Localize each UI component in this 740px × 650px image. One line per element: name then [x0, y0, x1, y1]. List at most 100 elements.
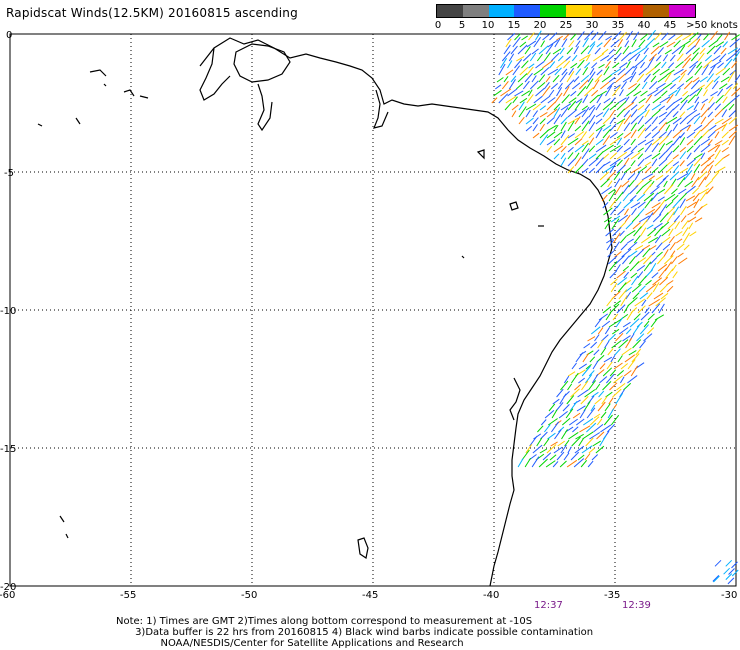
wind-barb: [510, 45, 518, 55]
wind-barb: [619, 31, 627, 41]
wind-barb: [574, 125, 582, 132]
wind-barb: [627, 375, 638, 384]
wind-barb: [645, 279, 652, 286]
wind-barb: [706, 73, 714, 83]
wind-barb: [693, 144, 701, 153]
wind-barb: [545, 76, 551, 83]
wind-barb: [731, 34, 740, 41]
scale-label: >50 knots: [686, 20, 738, 31]
wind-barb: [619, 235, 627, 244]
wind-barb: [680, 94, 690, 104]
wind-barb: [721, 131, 729, 139]
wind-barb: [574, 138, 583, 146]
wind-barb: [682, 57, 691, 69]
wind-barb: [623, 157, 630, 167]
wind-barb: [552, 461, 559, 468]
wind-barb: [628, 350, 637, 356]
island: [103, 83, 107, 87]
wind-barb: [612, 328, 620, 335]
wind-barb: [666, 69, 675, 76]
wind-barb: [704, 79, 714, 90]
scale-swatch: [565, 5, 592, 17]
wind-barb: [553, 107, 561, 118]
wind-barb: [669, 54, 676, 62]
wind-barb: [511, 104, 519, 111]
wind-barb: [631, 214, 640, 223]
wind-barb: [518, 106, 527, 118]
wind-barb: [651, 142, 660, 153]
wind-barb: [514, 58, 523, 69]
wind-barb: [613, 52, 622, 62]
wind-barb: [590, 326, 601, 335]
wind-barb: [671, 256, 678, 265]
wind-barb: [559, 460, 567, 468]
wind-barb: [669, 242, 676, 251]
wind-barb: [633, 235, 641, 244]
wind-barb: [679, 111, 686, 118]
wind-barb: [717, 34, 723, 41]
wind-barb: [663, 249, 669, 258]
wind-barb: [620, 52, 632, 62]
wind-barb: [606, 171, 616, 181]
wind-barb: [521, 90, 531, 97]
wind-barb: [694, 217, 703, 223]
wind-barb: [650, 318, 658, 328]
wind-barb: [608, 190, 616, 202]
wind-barb: [587, 460, 594, 468]
wind-barb: [679, 137, 686, 146]
wind-barb: [671, 194, 679, 202]
wind-barb: [704, 54, 712, 62]
wind-barb: [704, 172, 710, 181]
wind-barb: [658, 131, 668, 139]
wind-barb: [680, 40, 691, 48]
wind-barb: [678, 188, 687, 195]
wind-barb: [684, 180, 694, 188]
wind-barb: [553, 124, 559, 132]
wind-barb: [668, 89, 678, 97]
wind-barb: [690, 79, 700, 90]
wind-barb: [651, 272, 659, 279]
scale-label: 0: [434, 20, 442, 31]
wind-barb: [689, 231, 697, 237]
wind-barb: [669, 171, 680, 181]
wind-barb: [722, 96, 728, 104]
wind-barb: [556, 388, 564, 398]
wind-barb: [599, 81, 610, 90]
lon-label: -35: [604, 590, 620, 601]
wind-barb: [650, 257, 658, 265]
wind-barb: [620, 363, 629, 370]
wind-barb: [652, 214, 662, 223]
wind-barb: [687, 94, 697, 104]
wind-barb: [558, 411, 568, 419]
wind-barb: [643, 261, 652, 272]
wind-barb: [648, 175, 655, 181]
wind-barb: [630, 129, 637, 139]
wind-barb: [650, 75, 657, 83]
wind-barb: [545, 460, 556, 468]
wind-barb: [644, 166, 652, 174]
wind-barb: [665, 268, 674, 279]
wind-barb: [646, 292, 653, 300]
wind-barb: [725, 83, 733, 90]
wind-barb: [682, 227, 689, 237]
wind-barb: [602, 124, 612, 132]
wind-barb: [547, 39, 558, 48]
coast-bay: [257, 83, 273, 132]
wind-barb: [631, 275, 639, 286]
wind-barb: [650, 186, 660, 195]
wind-barb: [623, 199, 634, 209]
wind-barb: [613, 375, 623, 384]
wind-barb: [515, 82, 524, 90]
wind-barb: [624, 40, 630, 48]
wind-barb: [651, 130, 660, 139]
wind-barb: [614, 184, 622, 195]
wind-barb: [575, 433, 584, 440]
wind-barb: [585, 374, 593, 384]
wind-barb: [665, 143, 674, 153]
wind-barb: [525, 117, 534, 125]
wind-barb: [651, 116, 659, 125]
wind-barb: [607, 348, 614, 356]
wind-barb: [728, 124, 739, 132]
wind-barb: [612, 30, 622, 41]
wind-barb: [503, 44, 511, 55]
